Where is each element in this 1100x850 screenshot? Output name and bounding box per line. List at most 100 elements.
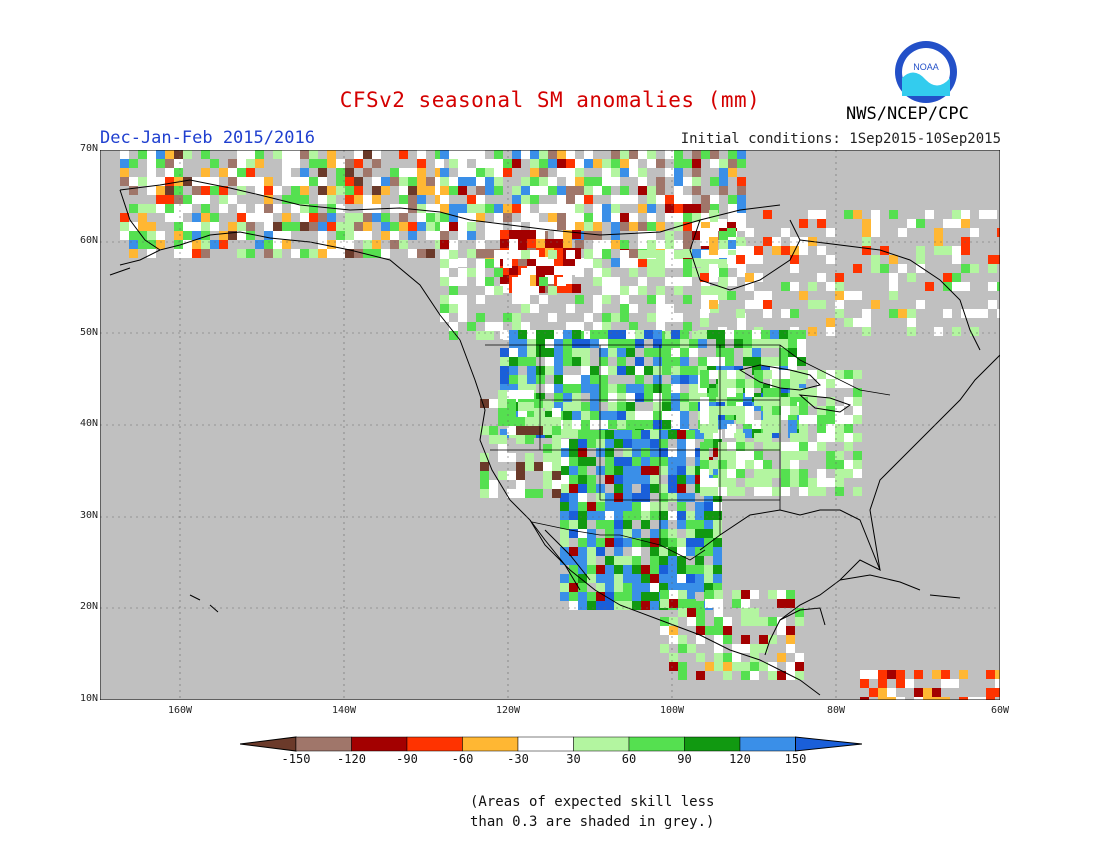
anomaly-cell [539,277,548,286]
anomaly-cell [817,478,826,487]
anomaly-cell [668,457,677,466]
anomaly-cell [578,547,587,556]
anomaly-cell [727,379,736,388]
anomaly-cell [611,231,620,240]
anomaly-cell [650,430,659,439]
anomaly-cell [596,448,605,457]
anomaly-cell [435,204,444,213]
anomaly-cell [554,357,563,366]
anomaly-cell [548,186,557,195]
anomaly-cell [835,370,844,379]
anomaly-cell [494,222,503,231]
anomaly-cell [696,608,705,617]
anomaly-cell [853,388,862,397]
anomaly-cell [458,159,467,168]
anomaly-cell [647,295,656,304]
anomaly-cell [647,195,656,204]
anomaly-cell [659,430,668,439]
anomaly-cell [656,268,665,277]
anomaly-cell [632,574,641,583]
anomaly-cell [728,222,737,231]
anomaly-cell [878,688,887,697]
anomaly-cell [512,222,521,231]
anomaly-cell [509,357,518,366]
anomaly-cell [273,231,282,240]
anomaly-cell [752,357,761,366]
anomaly-cell [291,186,300,195]
anomaly-cell [500,366,509,375]
anomaly-cell [552,435,561,444]
anomaly-cell [440,213,449,222]
anomaly-cell [581,348,590,357]
anomaly-cell [545,339,554,348]
anomaly-cell [449,322,458,331]
anomaly-cell [970,264,979,273]
anomaly-cell [647,268,656,277]
anomaly-cell [943,309,952,318]
anomaly-cell [485,204,494,213]
anomaly-cell [509,239,518,248]
anomaly-cell [788,330,797,339]
anomaly-cell [498,417,507,426]
anomaly-cell [750,617,759,626]
anomaly-cell [587,565,596,574]
anomaly-cell [692,222,701,231]
anomaly-cell [623,592,632,601]
anomaly-cell [581,384,590,393]
anomaly-cell [518,348,527,357]
anomaly-cell [754,397,763,406]
anomaly-cell [507,408,516,417]
anomaly-cell [923,688,932,697]
anomaly-cell [476,249,485,258]
anomaly-cell [147,222,156,231]
anomaly-cell [509,384,518,393]
anomaly-cell [961,309,970,318]
anomaly-cell [623,511,632,520]
anomaly-cell [635,411,644,420]
skill-note-line1: (Areas of expected skill less [470,794,715,810]
anomaly-cell [449,277,458,286]
anomaly-cell [680,420,689,429]
colorbar-tick-label: 120 [729,752,751,766]
anomaly-cell [237,213,246,222]
anomaly-cell [599,330,608,339]
anomaly-cell [611,240,620,249]
anomaly-cell [500,357,509,366]
anomaly-cell [587,511,596,520]
anomaly-cell [165,204,174,213]
anomaly-cell [566,213,575,222]
anomaly-cell [862,219,871,228]
agency-label: NWS/NCEP/CPC [846,104,969,124]
anomaly-cell [737,159,746,168]
anomaly-cell [732,662,741,671]
anomaly-cell [862,246,871,255]
anomaly-cell [662,339,671,348]
anomaly-cell [683,222,692,231]
anomaly-cell [650,529,659,538]
anomaly-cell [656,313,665,322]
anomaly-cell [509,266,518,275]
anomaly-cell [763,300,772,309]
anomaly-cell [686,511,695,520]
colorbar-tick-label: -150 [281,752,311,766]
anomaly-cell [659,466,668,475]
anomaly-cell [165,177,174,186]
anomaly-cell [710,259,719,268]
anomaly-cell [977,697,986,700]
anomaly-cell [665,240,674,249]
anomaly-cell [959,697,968,700]
anomaly-cell [539,159,548,168]
anomaly-cell [700,460,709,469]
anomaly-cell [713,538,722,547]
anomaly-cell [521,204,530,213]
anomaly-cell [641,448,650,457]
anomaly-cell [695,574,704,583]
anomaly-cell [129,249,138,258]
anomaly-cell [629,249,638,258]
anomaly-cell [644,348,653,357]
anomaly-cell [718,379,727,388]
anomaly-cell [799,397,808,406]
anomaly-cell [498,399,507,408]
anomaly-cell [518,411,527,420]
anomaly-cell [611,177,620,186]
